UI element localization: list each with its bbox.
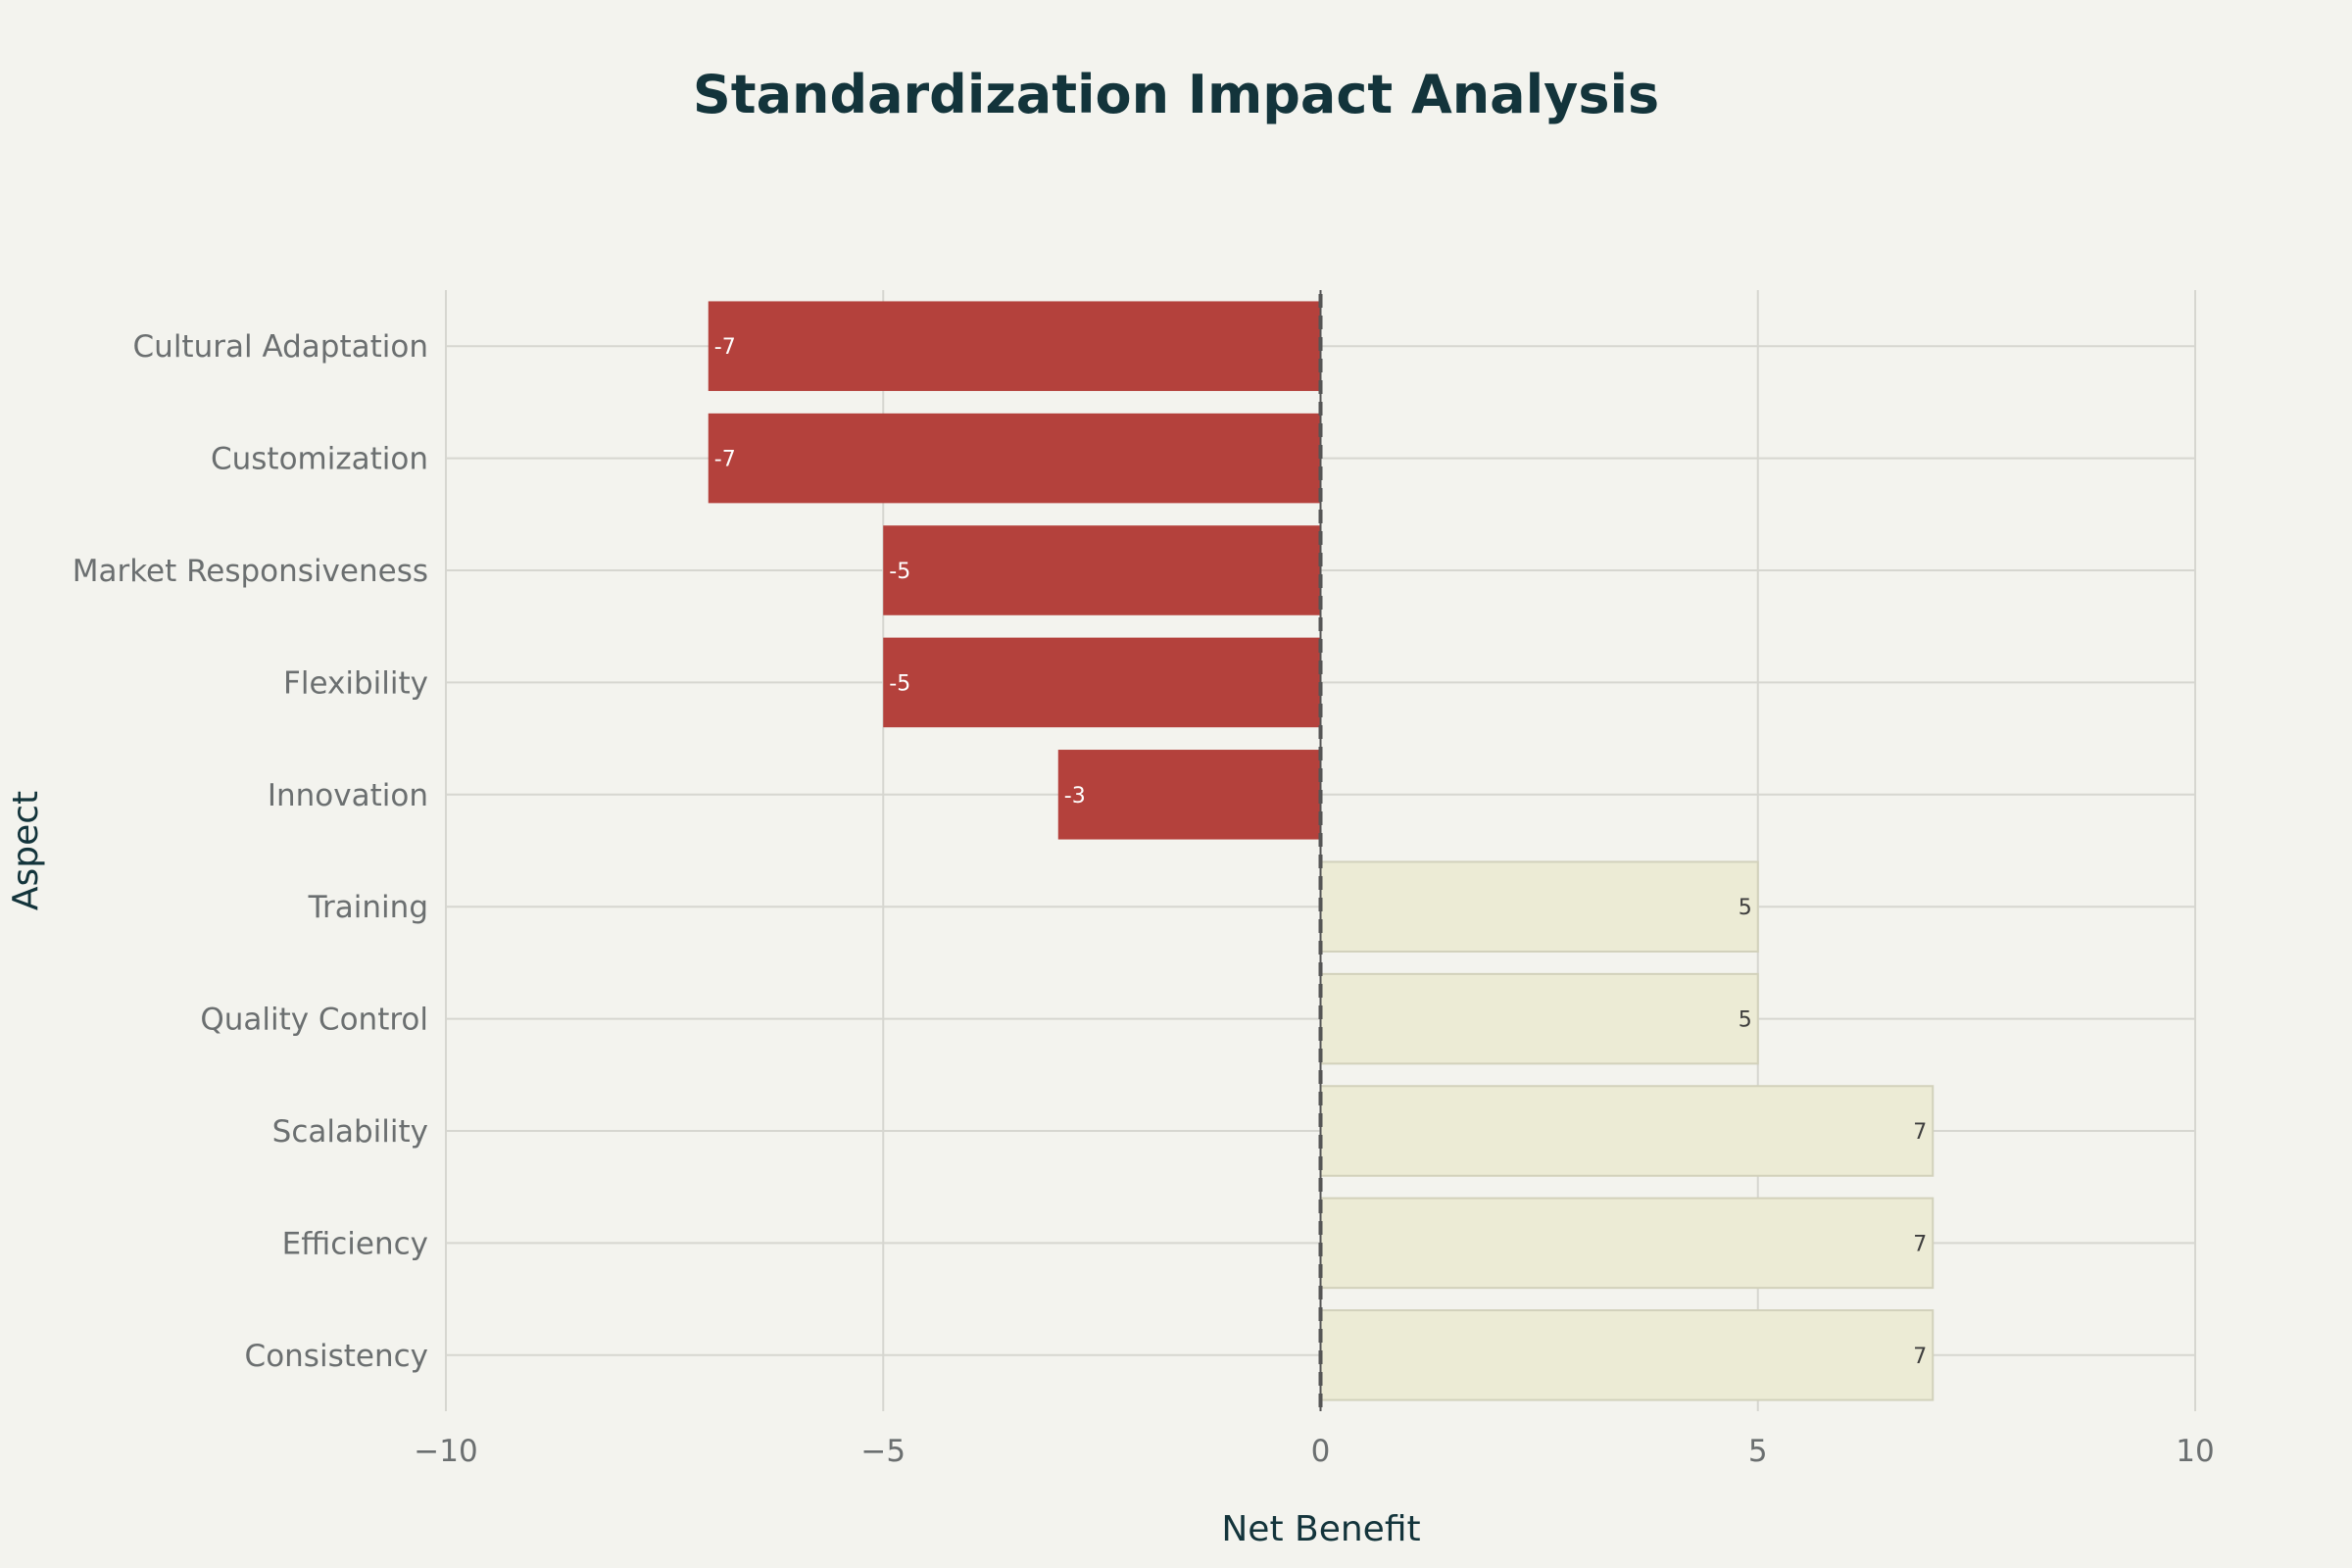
y-tick-label: Scalability bbox=[272, 1114, 428, 1150]
bar bbox=[708, 301, 1321, 391]
y-axis-title: Aspect bbox=[6, 791, 46, 910]
y-tick-label: Efficiency bbox=[282, 1226, 428, 1261]
bar bbox=[883, 525, 1321, 615]
data-label: 7 bbox=[1913, 1345, 1927, 1369]
x-tick-label: 10 bbox=[2176, 1434, 2214, 1469]
chart-title: Standardization Impact Analysis bbox=[693, 64, 1659, 125]
data-label: 7 bbox=[1913, 1120, 1927, 1145]
x-axis-title: Net Benefit bbox=[1221, 1509, 1420, 1549]
y-tick-label: Cultural Adaptation bbox=[133, 329, 428, 365]
y-tick-label: Training bbox=[308, 890, 428, 925]
bars-layer bbox=[708, 301, 1935, 1401]
data-label: -7 bbox=[714, 448, 736, 472]
data-label: 5 bbox=[1739, 1008, 1752, 1033]
y-tick-label: Consistency bbox=[245, 1339, 428, 1374]
data-label: 7 bbox=[1913, 1232, 1927, 1256]
y-tick-label: Innovation bbox=[268, 778, 428, 813]
bar bbox=[1319, 972, 1759, 1065]
data-label: -5 bbox=[889, 671, 910, 696]
data-label: -7 bbox=[714, 335, 736, 360]
labels-layer: −10 −5 0 5 10 Cultural Adaptation Customizatio… bbox=[73, 329, 2215, 1469]
x-tick-label: −10 bbox=[414, 1434, 477, 1469]
bar bbox=[883, 637, 1321, 728]
data-label: 5 bbox=[1739, 896, 1752, 920]
x-tick-label: 5 bbox=[1748, 1434, 1768, 1469]
y-tick-label: Flexibility bbox=[283, 665, 428, 701]
y-tick-label: Quality Control bbox=[200, 1003, 428, 1038]
bar bbox=[1319, 1309, 1935, 1401]
bar bbox=[708, 413, 1321, 504]
data-label: -5 bbox=[889, 560, 910, 584]
bar bbox=[1057, 750, 1321, 840]
y-tick-label: Customization bbox=[211, 442, 428, 477]
y-tick-label: Market Responsiveness bbox=[73, 554, 428, 589]
data-label: -3 bbox=[1064, 784, 1086, 808]
bar bbox=[1319, 1085, 1935, 1177]
x-tick-label: 0 bbox=[1311, 1434, 1331, 1469]
bar bbox=[1319, 860, 1759, 953]
bar bbox=[1319, 1197, 1935, 1290]
x-tick-label: −5 bbox=[860, 1434, 906, 1469]
